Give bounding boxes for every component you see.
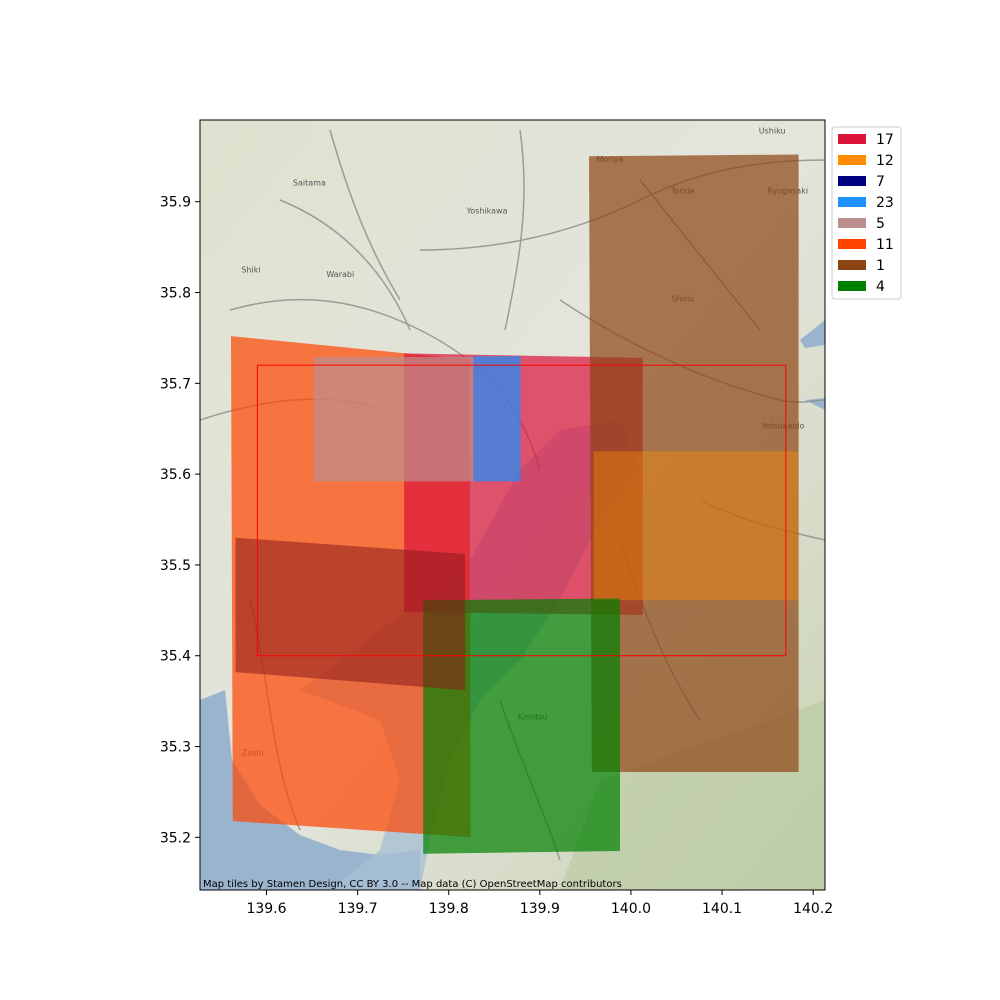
- legend-swatch-12: [838, 155, 866, 165]
- legend-label-11: 11: [876, 237, 894, 253]
- legend-label-1: 1: [876, 258, 885, 274]
- legend-swatch-1: [838, 260, 866, 270]
- polygon-series-5-3: [313, 357, 474, 482]
- x-tick-label-6: 140.2: [793, 901, 833, 917]
- legend-swatch-11: [838, 239, 866, 249]
- polygon-series-23-2: [473, 356, 521, 482]
- attribution-text: Map tiles by Stamen Design, CC BY 3.0 --…: [203, 879, 622, 890]
- polygon-series-4-6: [423, 598, 620, 854]
- legend-label-4: 4: [876, 279, 885, 295]
- legend-swatch-5: [838, 218, 866, 228]
- x-tick-label-1: 139.7: [338, 901, 378, 917]
- place-label-4: Saitama: [293, 178, 326, 187]
- polygon-series-12-5: [593, 451, 799, 601]
- y-tick-label-1: 35.3: [160, 740, 191, 756]
- bbox-outline: [256, 364, 787, 657]
- legend-swatch-17: [838, 134, 866, 144]
- legend-swatch-7: [838, 176, 866, 186]
- footprint-polygons: [231, 154, 799, 854]
- place-label-5: Yoshikawa: [465, 207, 507, 216]
- legend-label-5: 5: [876, 216, 885, 232]
- polygon-series-1-4: [589, 154, 799, 772]
- map-axes: UshikuMoriyaTorideRyugasakiSaitamaYoshik…: [160, 119, 833, 917]
- polygon-series-7-7: [235, 537, 466, 691]
- x-tick-label-0: 139.6: [246, 901, 286, 917]
- x-tick-label-4: 140.0: [611, 901, 651, 917]
- y-tick-label-6: 35.8: [160, 286, 191, 302]
- x-tick-label-5: 140.1: [702, 901, 742, 917]
- bbox-rectangle: [256, 364, 787, 657]
- y-tick-label-5: 35.7: [160, 376, 191, 392]
- legend-label-7: 7: [876, 174, 885, 190]
- place-label-7: Warabi: [326, 270, 354, 279]
- axes-frame: [199, 119, 826, 891]
- x-tick-label-2: 139.8: [429, 901, 469, 917]
- y-tick-label-3: 35.5: [160, 558, 191, 574]
- basemap-sea-west: [200, 690, 420, 890]
- legend-label-17: 17: [876, 132, 894, 148]
- y-tick-label-4: 35.6: [160, 467, 191, 483]
- legend-frame: [831, 126, 902, 300]
- place-label-6: Shiki: [241, 266, 260, 275]
- y-axis: 35.2 35.3 35.4 35.5 35.6 35.7 35.8 35.9: [160, 195, 200, 846]
- y-tick-label-2: 35.4: [160, 649, 191, 665]
- y-tick-label-0: 35.2: [160, 830, 191, 846]
- x-axis: 139.6 139.7 139.8 139.9 140.0 140.1 140.2: [246, 890, 833, 917]
- legend-swatch-4: [838, 281, 866, 291]
- legend-label-12: 12: [876, 153, 894, 169]
- y-tick-label-7: 35.9: [160, 195, 191, 211]
- place-label-0: Ushiku: [759, 127, 786, 136]
- x-tick-label-3: 139.9: [520, 901, 560, 917]
- basemap-sea-east-north: [800, 320, 825, 348]
- legend-label-23: 23: [876, 195, 894, 211]
- legend-swatch-23: [838, 197, 866, 207]
